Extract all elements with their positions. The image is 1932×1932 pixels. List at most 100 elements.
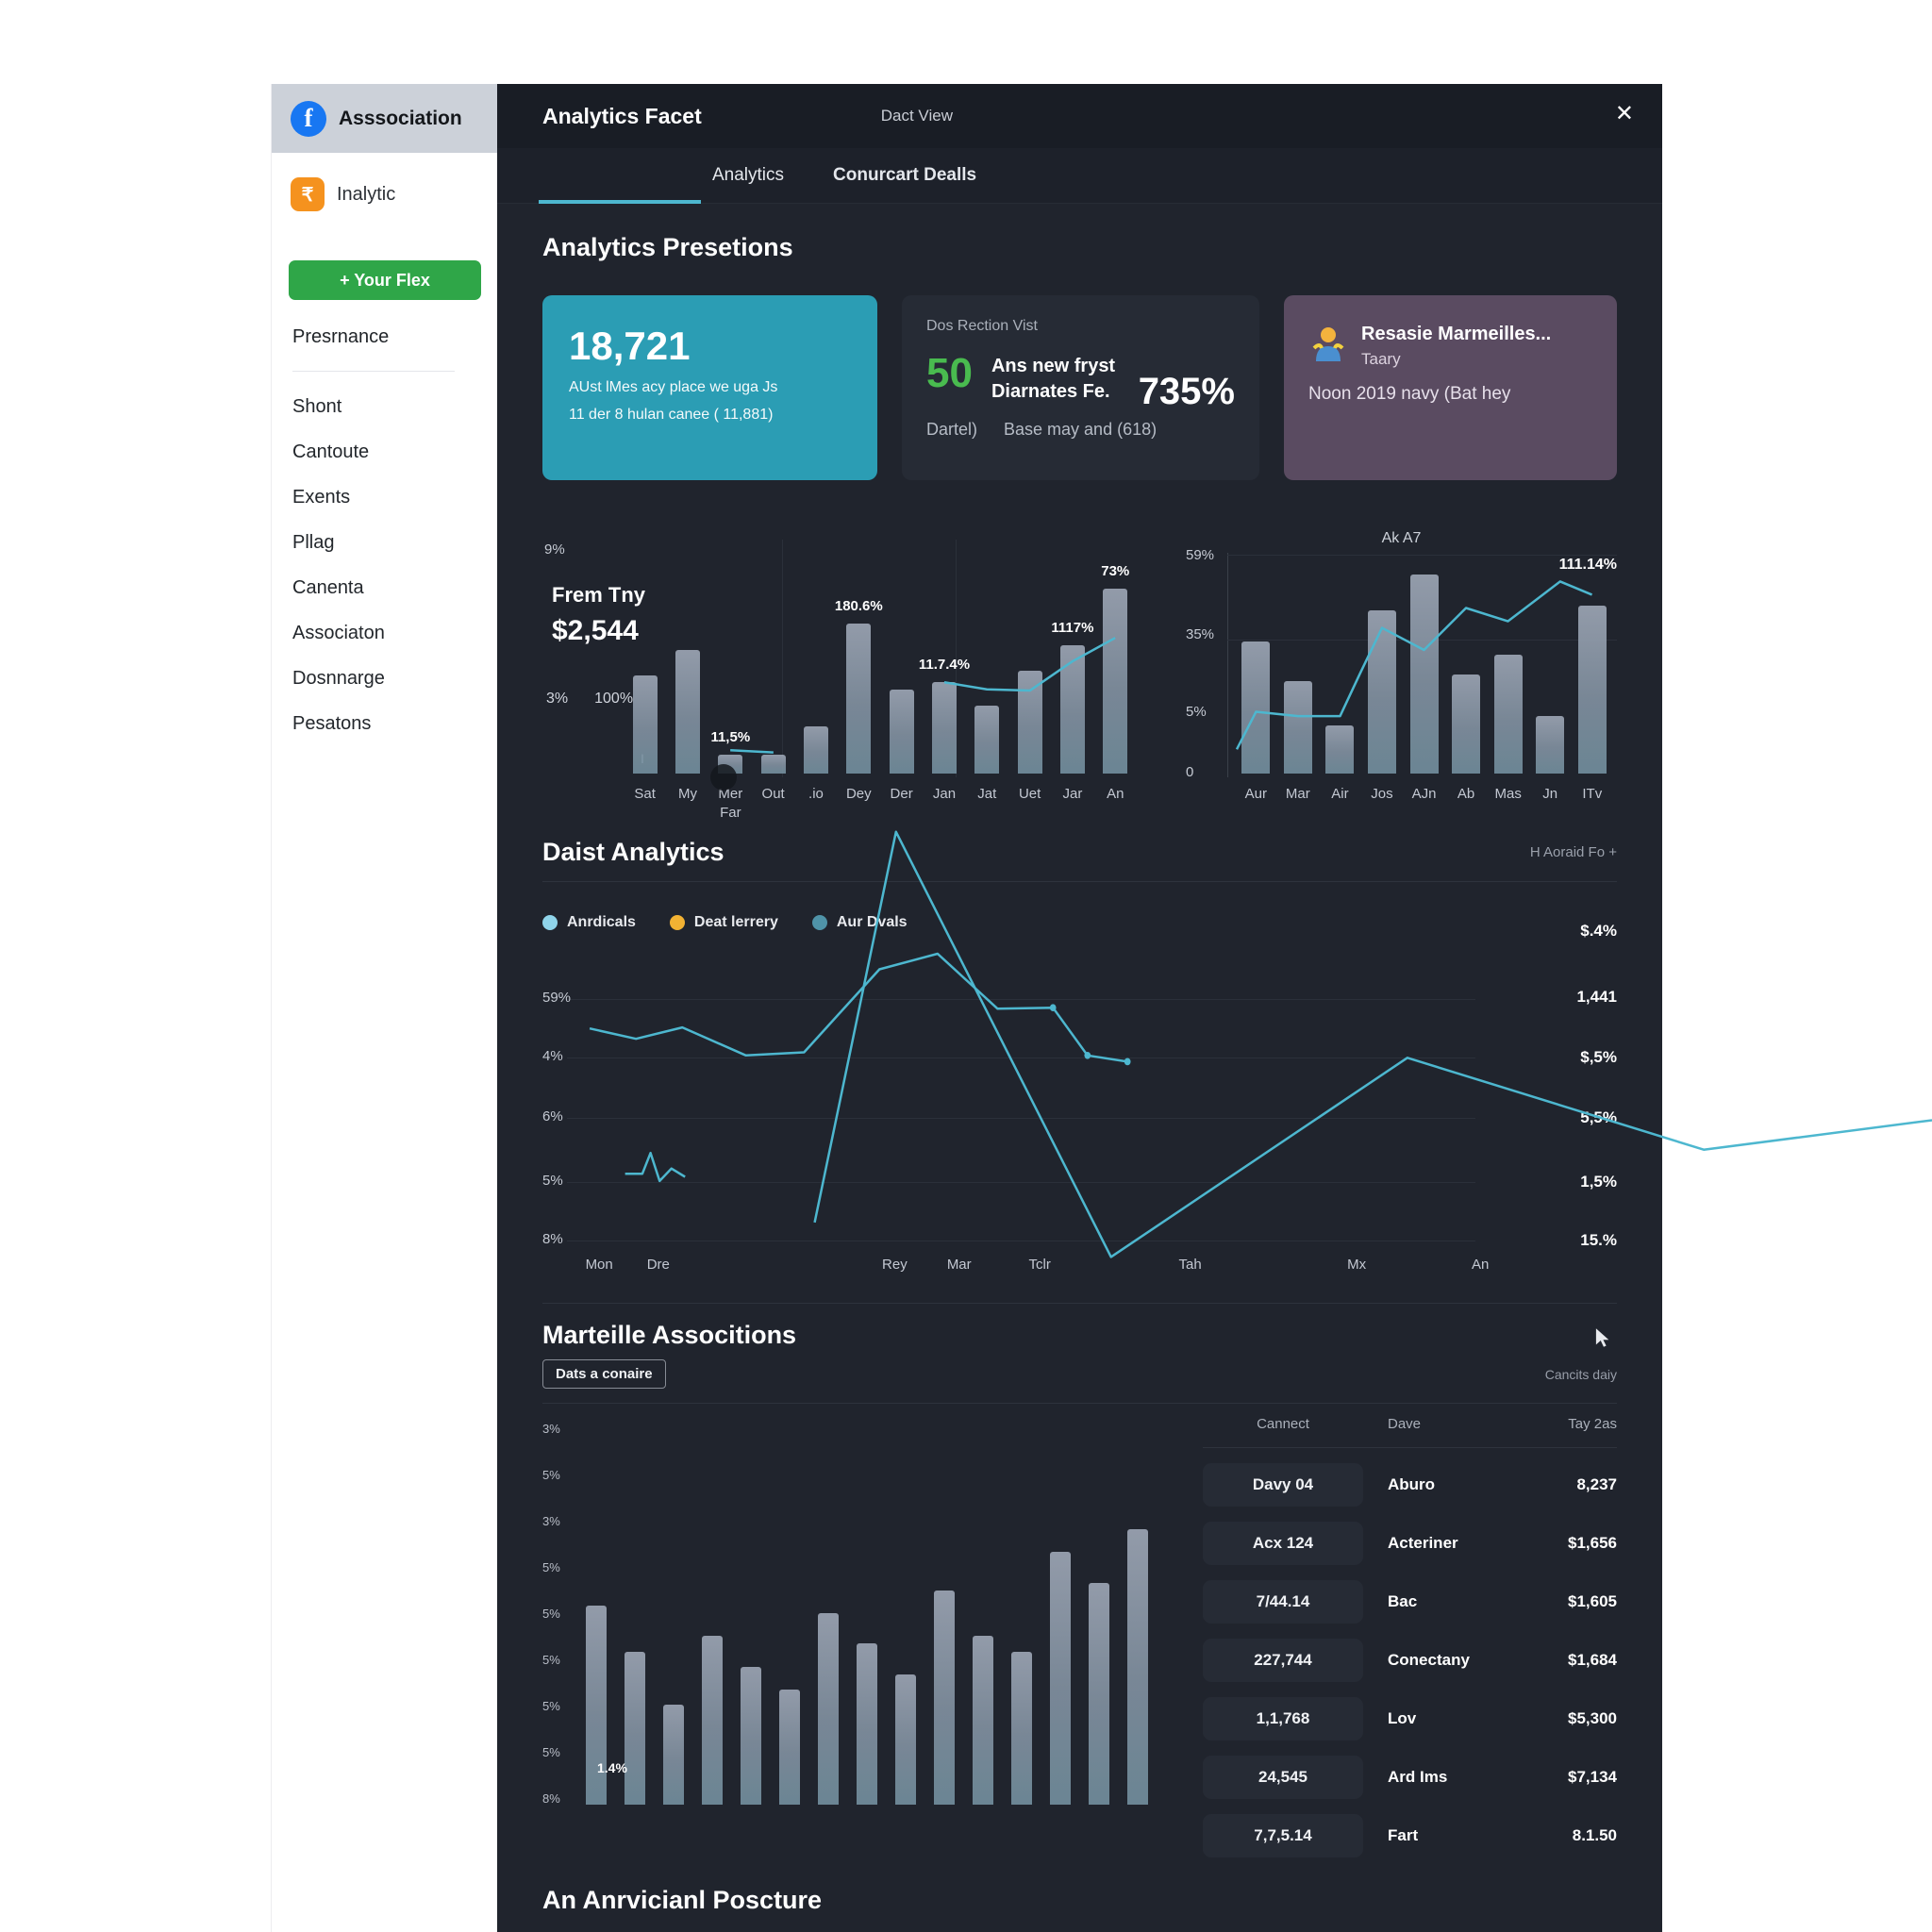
- bar[interactable]: [856, 1643, 877, 1805]
- bar[interactable]: [1577, 606, 1607, 774]
- bar-column: [847, 1422, 886, 1805]
- x-axis-label: Mx: [1347, 1257, 1367, 1273]
- bar[interactable]: [1241, 641, 1271, 774]
- your-flex-button[interactable]: + Your Flex: [289, 260, 481, 300]
- facebook-icon: f: [291, 100, 326, 137]
- bar-column: [808, 1422, 847, 1805]
- bar[interactable]: [1367, 609, 1396, 774]
- sidebar-item-pllag[interactable]: Pllag: [292, 532, 335, 553]
- sidebar-item-pesatons[interactable]: Pesatons: [292, 713, 372, 734]
- bar-annotation: 11,5%: [710, 729, 751, 746]
- bar-column: Uet: [1008, 540, 1051, 802]
- sidebar-item-shont[interactable]: Shont: [292, 396, 342, 417]
- sidebar-item-inalytic[interactable]: ₹ Inalytic: [272, 153, 498, 211]
- bar[interactable]: [1050, 1552, 1072, 1805]
- bar[interactable]: [817, 1613, 839, 1805]
- bar-column: [615, 1422, 654, 1805]
- sidebar-item-exents[interactable]: Exents: [292, 487, 351, 508]
- divider: [542, 881, 1617, 882]
- table-cell-tay: $7,134: [1568, 1768, 1617, 1786]
- bar[interactable]: [1103, 589, 1128, 774]
- table-cell-connect: 1,1,768: [1203, 1697, 1363, 1740]
- legend-item-aur-dvals: Aur Dvals: [811, 914, 908, 931]
- bar-column: ITv: [1572, 553, 1614, 802]
- divider: [542, 1303, 1617, 1304]
- bar[interactable]: [934, 1590, 956, 1805]
- sidebar-item-presrnance[interactable]: Presrnance: [292, 326, 390, 347]
- table-row[interactable]: Acx 124 Acteriner $1,656: [1203, 1522, 1617, 1565]
- daist-link[interactable]: H Aoraid Fo +: [1529, 844, 1617, 860]
- table-row[interactable]: Davy 04 Aburo 8,237: [1203, 1463, 1617, 1507]
- bar[interactable]: [973, 1636, 994, 1805]
- table-row[interactable]: 1,1,768 Lov $5,300: [1203, 1697, 1617, 1740]
- sidebar-item-canenta[interactable]: Canenta: [292, 577, 364, 598]
- table-cell-dave: Ard Ims: [1388, 1768, 1448, 1786]
- sidebar-item-dosnnarge[interactable]: Dosnnarge: [292, 668, 385, 689]
- bar[interactable]: [1325, 724, 1355, 774]
- y-axis-label: 59%: [1186, 547, 1215, 563]
- data-chip[interactable]: Dats a conaire: [542, 1359, 666, 1389]
- section-title-daist: Daist Analytics: [542, 838, 724, 866]
- table-row[interactable]: 7,7,5.14 Fart 8.1.50: [1203, 1814, 1617, 1857]
- table-cell-dave: Lov: [1388, 1709, 1417, 1727]
- table-row[interactable]: 24,545 Ard Ims $7,134: [1203, 1756, 1617, 1799]
- reaction-sub-right: Base may and (618): [1004, 420, 1158, 439]
- bar-column: [964, 1422, 1003, 1805]
- bar[interactable]: [624, 1651, 645, 1805]
- x-axis-label: Der: [890, 786, 913, 802]
- y-axis-label: 4%: [542, 1048, 563, 1064]
- legend-dot: [669, 915, 685, 930]
- y-axis-label: 9%: [544, 541, 565, 558]
- bar[interactable]: [1011, 1651, 1033, 1805]
- bar[interactable]: [585, 1605, 607, 1805]
- bar[interactable]: [675, 649, 700, 774]
- bar-column: [770, 1422, 808, 1805]
- bar[interactable]: [931, 682, 957, 774]
- slider-knob[interactable]: [710, 764, 737, 791]
- bar[interactable]: [889, 689, 914, 774]
- tab-conurcart-dealls[interactable]: Conurcart Dealls: [833, 165, 977, 185]
- visits-card[interactable]: 18,721 AUst lMes acy place we uga Js 11 …: [542, 295, 877, 480]
- table-cell-dave: Aburo: [1388, 1475, 1436, 1493]
- y-axis-label: 5%: [1186, 704, 1207, 720]
- y-axis-label: 5%: [542, 1745, 560, 1759]
- sidebar-item-associaton[interactable]: Associaton: [292, 623, 385, 643]
- bar[interactable]: [778, 1690, 800, 1805]
- x-axis-label: Mas: [1494, 786, 1522, 802]
- tab-analytics[interactable]: Analytics: [712, 165, 785, 185]
- profile-card[interactable]: Resasie Marmeilles... Taary Noon 2019 na…: [1284, 295, 1617, 480]
- bar-column: [1041, 1422, 1080, 1805]
- y-axis-label: 5%: [542, 1560, 560, 1574]
- table-row[interactable]: 7/44.14 Bac $1,605: [1203, 1580, 1617, 1624]
- bar[interactable]: [846, 624, 872, 774]
- legend-dot: [811, 915, 827, 930]
- bar[interactable]: [1493, 654, 1523, 774]
- bar[interactable]: [895, 1674, 917, 1805]
- bar[interactable]: [974, 706, 1000, 774]
- bar[interactable]: [662, 1705, 684, 1805]
- bar[interactable]: [1452, 674, 1481, 774]
- table-cell-connect: 7,7,5.14: [1203, 1814, 1363, 1857]
- bar[interactable]: [1127, 1528, 1149, 1805]
- x-axis-label: Jos: [1371, 786, 1393, 802]
- daist-line-chart: 59% 4% 6% 5% 8% $.4% 1,441 $,5% 5,5% 1,5% 15.% Mon D…: [542, 922, 1617, 1273]
- y-axis-label: 5%: [542, 1653, 560, 1667]
- bar-column: Air: [1319, 553, 1361, 802]
- marteille-bar-line-chart: 3% 5% 3% 5% 5% 5% 5% 5% 8% 1.4%: [542, 1416, 1165, 1827]
- section-title-marteille: Marteille Associtions: [542, 1321, 797, 1349]
- table-row[interactable]: 227,744 Conectany $1,684: [1203, 1639, 1617, 1682]
- bar[interactable]: [1017, 670, 1042, 774]
- bar[interactable]: [803, 726, 828, 774]
- bar[interactable]: [740, 1666, 761, 1805]
- bar[interactable]: [760, 755, 786, 774]
- close-icon[interactable]: ✕: [1614, 101, 1634, 126]
- sidebar-item-cantoute[interactable]: Cantoute: [292, 441, 370, 462]
- bar[interactable]: [701, 1636, 723, 1805]
- reaction-card[interactable]: Dos Rection Vist 50 Ans new fryst Diarna…: [902, 295, 1259, 480]
- main-panel: Analytics Facet Dact View ✕ Analytics Con…: [497, 84, 1662, 1932]
- bar[interactable]: [1536, 716, 1565, 774]
- bar[interactable]: [632, 675, 658, 774]
- bar[interactable]: [1409, 575, 1439, 774]
- bar[interactable]: [1089, 1582, 1110, 1805]
- bar[interactable]: [1283, 680, 1312, 774]
